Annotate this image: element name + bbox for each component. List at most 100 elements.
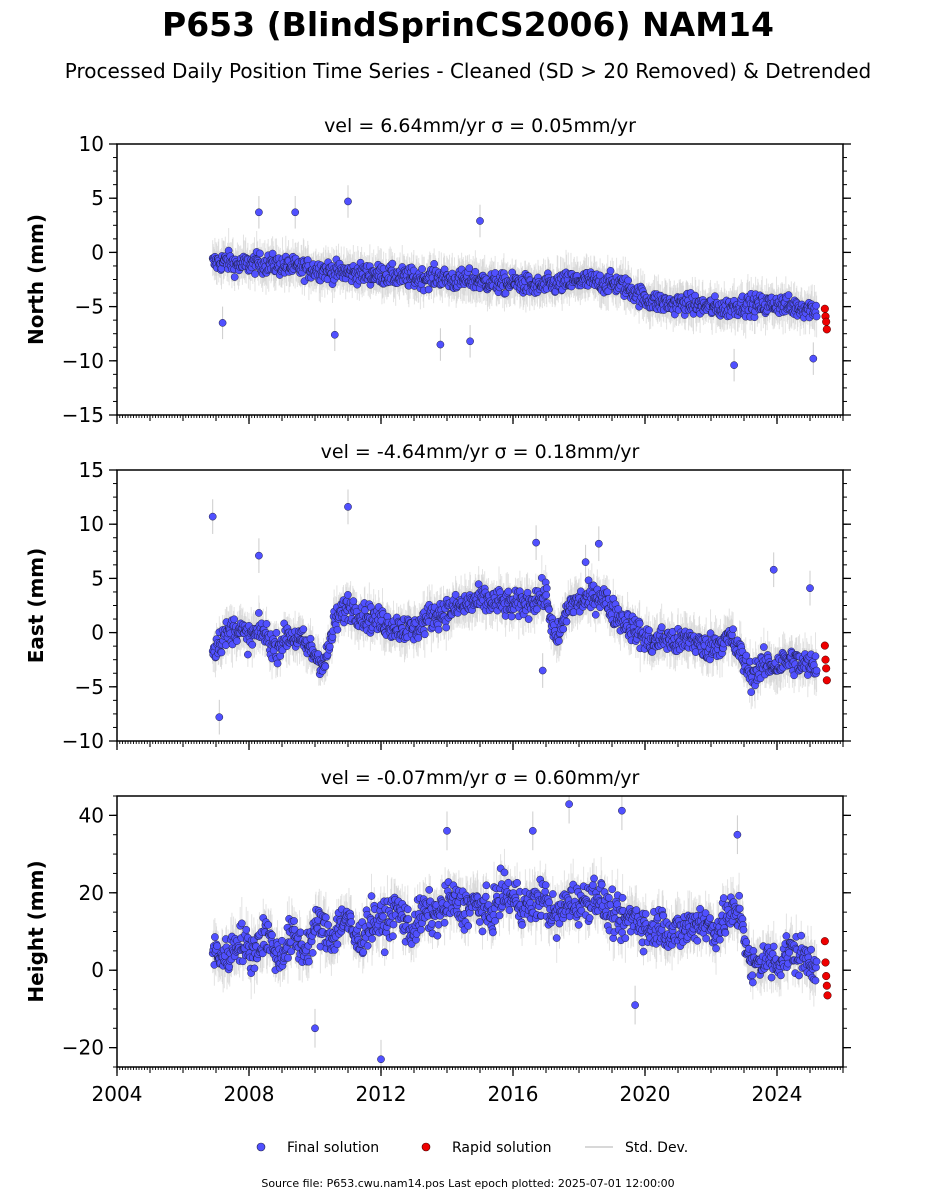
y-axis: −10 −5 0 5 10 15 xyxy=(62,458,851,753)
data-point-rapid xyxy=(820,641,829,650)
data-point-final xyxy=(812,312,821,321)
y-axis-label: North (mm) xyxy=(24,214,48,345)
y-tick-label: 15 xyxy=(79,458,104,482)
data-point-final xyxy=(255,551,263,560)
data-point-final xyxy=(255,208,263,217)
rapid-solution-points xyxy=(820,641,831,685)
x-axis xyxy=(116,741,844,750)
data-point-final xyxy=(811,652,820,661)
y-tick-label: −10 xyxy=(62,349,104,373)
panels: −15 −10 −5 0 5 10 vel = 6.64mm/yr σ = 0.05mm/y… xyxy=(24,115,851,1106)
data-point-final xyxy=(769,565,778,574)
plot-area xyxy=(208,489,831,735)
data-point-final xyxy=(244,650,252,659)
data-point-final xyxy=(424,285,433,294)
final-solution-points xyxy=(208,197,821,369)
final-solution-points xyxy=(208,503,821,722)
data-point-final xyxy=(233,637,241,645)
data-point-final xyxy=(466,337,474,346)
data-point-final xyxy=(436,340,445,349)
data-point-final xyxy=(594,539,603,548)
data-point-final xyxy=(388,259,397,268)
data-point-final xyxy=(451,590,460,599)
data-point-final xyxy=(591,610,600,619)
y-tick-label: 10 xyxy=(79,512,104,536)
data-point-final xyxy=(299,625,308,634)
y-axis: −15 −10 −5 0 5 10 xyxy=(62,132,851,427)
data-point-final xyxy=(476,217,484,225)
figure-title: P653 (BlindSprinCS2006) NAM14 xyxy=(162,5,774,44)
data-point-final xyxy=(730,361,738,369)
plot-area xyxy=(208,185,831,382)
data-point-final xyxy=(434,625,443,634)
data-point-final xyxy=(255,609,263,617)
data-point-final xyxy=(812,666,821,675)
data-point-final xyxy=(532,538,540,547)
data-point-final xyxy=(262,620,271,628)
data-point-final xyxy=(208,512,217,521)
data-point-final xyxy=(542,584,551,593)
data-point-rapid xyxy=(822,325,831,334)
y-tick-label: 0 xyxy=(91,240,104,264)
x-axis xyxy=(116,415,844,424)
data-point-final xyxy=(790,671,798,680)
data-point-final xyxy=(430,259,438,268)
data-point-final xyxy=(614,605,623,613)
data-point-final xyxy=(657,623,666,631)
data-point-final xyxy=(321,662,330,671)
data-point-final xyxy=(635,619,644,628)
data-point-final xyxy=(809,354,818,363)
data-point-final xyxy=(306,634,315,643)
data-point-final xyxy=(747,688,756,696)
data-point-final xyxy=(581,558,590,566)
data-point-final xyxy=(806,584,814,593)
data-point-final xyxy=(562,617,571,626)
data-point-final xyxy=(230,273,239,281)
data-point-final xyxy=(251,270,259,278)
data-point-final xyxy=(330,330,339,339)
data-point-final xyxy=(230,615,238,624)
data-point-final xyxy=(218,319,227,327)
data-point-final xyxy=(507,612,516,621)
data-point-rapid xyxy=(821,655,830,664)
data-point-final xyxy=(414,634,423,642)
data-point-final xyxy=(545,605,553,614)
y-tick-label: −10 xyxy=(62,729,104,753)
data-point-final xyxy=(442,623,451,632)
data-point-final xyxy=(523,588,532,597)
data-point-final xyxy=(812,301,820,310)
data-point-final xyxy=(742,651,751,660)
data-point-final xyxy=(555,637,563,645)
data-point-final xyxy=(256,249,264,258)
data-point-final xyxy=(624,276,632,285)
data-point-final xyxy=(606,266,615,275)
data-point-final xyxy=(559,625,568,633)
panel-title: vel = 6.64mm/yr σ = 0.05mm/yr xyxy=(324,115,636,137)
data-point-final xyxy=(465,264,474,273)
data-point-final xyxy=(361,606,369,615)
data-point-final xyxy=(524,615,533,623)
data-point-final xyxy=(603,588,612,597)
data-point-rapid xyxy=(822,676,831,685)
data-point-final xyxy=(538,666,547,675)
data-point-final xyxy=(784,291,793,299)
y-tick-label: 0 xyxy=(91,621,104,645)
data-point-final xyxy=(645,626,653,635)
data-point-final xyxy=(344,503,352,511)
figure-subtitle: Processed Daily Position Time Series - C… xyxy=(65,59,871,83)
data-point-final xyxy=(273,659,282,668)
data-point-rapid xyxy=(822,317,831,326)
data-point-final xyxy=(291,208,300,217)
data-point-final xyxy=(504,587,513,596)
data-point-final xyxy=(344,591,352,599)
data-point-final xyxy=(501,289,510,298)
data-point-final xyxy=(759,643,768,651)
data-point-final xyxy=(418,265,426,273)
data-point-final xyxy=(729,625,737,634)
data-point-final xyxy=(217,648,226,657)
data-point-final xyxy=(325,642,334,651)
data-point-final xyxy=(420,630,429,639)
data-point-final xyxy=(542,591,551,599)
